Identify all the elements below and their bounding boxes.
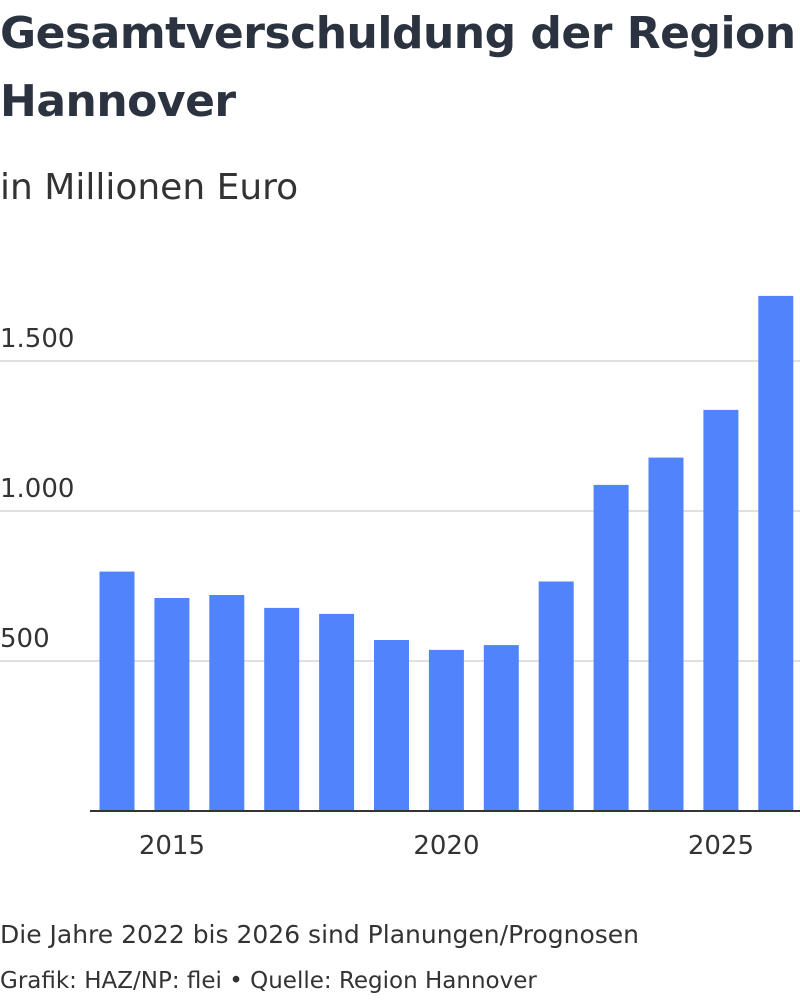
x-axis-labels: 2015 2020 2025 bbox=[139, 831, 754, 861]
bar-2015 bbox=[154, 598, 190, 811]
bar-2016 bbox=[209, 595, 245, 811]
bar-2014 bbox=[99, 571, 135, 811]
bar-2025 bbox=[703, 409, 739, 811]
y-tick-label: 500 bbox=[0, 624, 50, 654]
source-credit: Grafik: HAZ/NP: flei • Quelle: Region Ha… bbox=[0, 968, 537, 994]
bar-2024 bbox=[648, 457, 684, 811]
x-tick-label: 2020 bbox=[413, 831, 479, 861]
chart-subtitle: in Millionen Euro bbox=[0, 167, 299, 208]
bar-2026 bbox=[758, 295, 794, 811]
bar-2023 bbox=[593, 484, 629, 811]
bar-2022 bbox=[538, 581, 574, 811]
chart-title: Gesamtverschuldung der Region Hannover bbox=[0, 8, 796, 127]
footnote: Die Jahre 2022 bis 2026 sind Planungen/P… bbox=[0, 920, 639, 949]
y-tick-label: 1.500 bbox=[0, 324, 74, 354]
bar-2021 bbox=[483, 645, 519, 811]
bar-2019 bbox=[374, 640, 409, 811]
x-tick-label: 2015 bbox=[139, 831, 205, 861]
bar-chart: 500 1.000 1.500 2015 2020 2025 bbox=[0, 295, 800, 861]
bar-2020 bbox=[428, 649, 464, 811]
y-axis-labels: 500 1.000 1.500 bbox=[0, 324, 74, 654]
x-tick-label: 2025 bbox=[688, 831, 754, 861]
bars bbox=[99, 295, 794, 811]
bar-2018 bbox=[319, 613, 355, 811]
bar-2017 bbox=[264, 607, 300, 811]
y-tick-label: 1.000 bbox=[0, 474, 74, 504]
